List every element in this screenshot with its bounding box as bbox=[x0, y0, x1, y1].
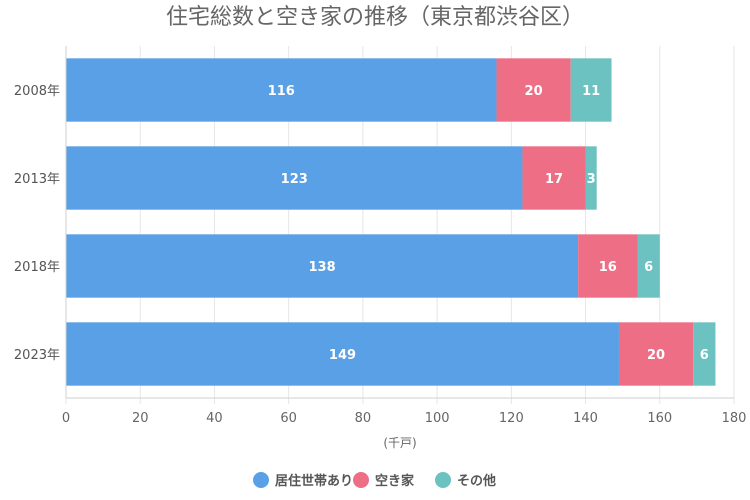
y-category-label: 2008年 bbox=[14, 84, 60, 99]
bar-segment bbox=[496, 58, 571, 122]
x-tick-label: 40 bbox=[206, 411, 223, 426]
bar-value-label: 116 bbox=[268, 84, 295, 99]
bar-segment bbox=[66, 146, 523, 210]
legend-label: その他 bbox=[457, 473, 496, 489]
x-tick-label: 20 bbox=[132, 411, 149, 426]
bar-value-label: 20 bbox=[647, 348, 665, 363]
legend-marker bbox=[353, 472, 369, 488]
legend-label: 空き家 bbox=[375, 473, 415, 489]
bar-value-label: 123 bbox=[281, 172, 308, 187]
bar-segment bbox=[693, 322, 716, 386]
bar-value-label: 6 bbox=[644, 260, 653, 275]
bar-value-label: 16 bbox=[599, 260, 617, 275]
x-tick-label: 80 bbox=[355, 411, 372, 426]
bar-value-label: 138 bbox=[308, 260, 335, 275]
bar-segment bbox=[66, 234, 579, 298]
bar-segment bbox=[66, 322, 619, 386]
x-tick-label: 0 bbox=[62, 411, 70, 426]
legend: 居住世帯あり 空き家 その他 bbox=[253, 472, 496, 489]
bar-segment bbox=[618, 322, 694, 386]
x-tick-label: 160 bbox=[647, 411, 672, 426]
bar-segment bbox=[66, 58, 497, 122]
x-tick-label: 60 bbox=[280, 411, 297, 426]
bar-segment bbox=[570, 58, 612, 122]
x-tick-label: 180 bbox=[722, 411, 747, 426]
x-tick-label: 100 bbox=[425, 411, 450, 426]
legend-marker bbox=[253, 472, 269, 488]
bar-value-label: 149 bbox=[329, 348, 356, 363]
y-category-label: 2018年 bbox=[14, 260, 60, 275]
bar-value-label: 11 bbox=[582, 84, 600, 99]
bars bbox=[66, 58, 716, 386]
chart-title: 住宅総数と空き家の推移（東京都渋谷区） bbox=[166, 5, 584, 30]
axes: 0 20 40 60 80 100 120 140 160 180 2008年 2013年 2018年 2… bbox=[14, 46, 747, 426]
bar-value-label: 17 bbox=[545, 172, 563, 187]
x-axis-title: (千戸) bbox=[383, 436, 416, 450]
bar-segment bbox=[578, 234, 638, 298]
bar-segment bbox=[585, 146, 597, 210]
y-category-label: 2023年 bbox=[14, 348, 60, 363]
data-labels: 116 20 11 123 17 3 138 16 6 149 20 6 bbox=[268, 84, 709, 363]
x-tick-label: 140 bbox=[573, 411, 598, 426]
y-category-label: 2013年 bbox=[14, 172, 60, 187]
x-tick-label: 120 bbox=[499, 411, 524, 426]
bar-value-label: 3 bbox=[587, 172, 596, 187]
legend-label: 居住世帯あり bbox=[275, 473, 353, 489]
legend-marker bbox=[435, 472, 451, 488]
bar-segment bbox=[522, 146, 586, 210]
bar-segment bbox=[637, 234, 660, 298]
bar-value-label: 6 bbox=[700, 348, 709, 363]
bar-value-label: 20 bbox=[525, 84, 543, 99]
